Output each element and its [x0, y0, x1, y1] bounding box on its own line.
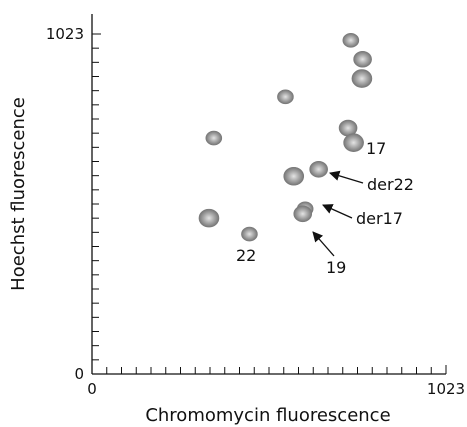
y-tick-label-0: 0	[74, 365, 84, 383]
data-point	[283, 166, 305, 186]
arrow-der17	[322, 204, 353, 219]
data-points	[198, 33, 373, 242]
data-point	[342, 33, 360, 48]
label-19: 19	[326, 258, 346, 277]
label-der17: der17	[356, 209, 403, 228]
data-point-22	[241, 226, 258, 242]
label-22: 22	[236, 246, 256, 265]
data-point-19	[293, 205, 313, 223]
data-point	[205, 130, 223, 146]
x-axis-minor-ticks	[91, 365, 447, 374]
y-axis-minor-ticks	[92, 33, 101, 375]
x-tick-label-1023: 1023	[427, 380, 465, 398]
data-point	[198, 208, 220, 228]
arrow-19	[312, 231, 335, 257]
data-point-der22	[309, 160, 328, 178]
data-point	[353, 50, 372, 68]
y-tick-label-1023: 1023	[46, 25, 84, 43]
y-axis-label: Hoechst fluorescence	[8, 97, 29, 291]
arrow-der22	[329, 170, 364, 184]
label-17: 17	[366, 139, 386, 158]
x-tick-label-0: 0	[87, 380, 97, 398]
x-axis-label: Chromomycin fluorescence	[145, 405, 390, 426]
label-der22: der22	[367, 175, 414, 194]
data-point-17	[343, 133, 364, 152]
data-point	[351, 69, 373, 88]
data-point	[277, 89, 294, 105]
